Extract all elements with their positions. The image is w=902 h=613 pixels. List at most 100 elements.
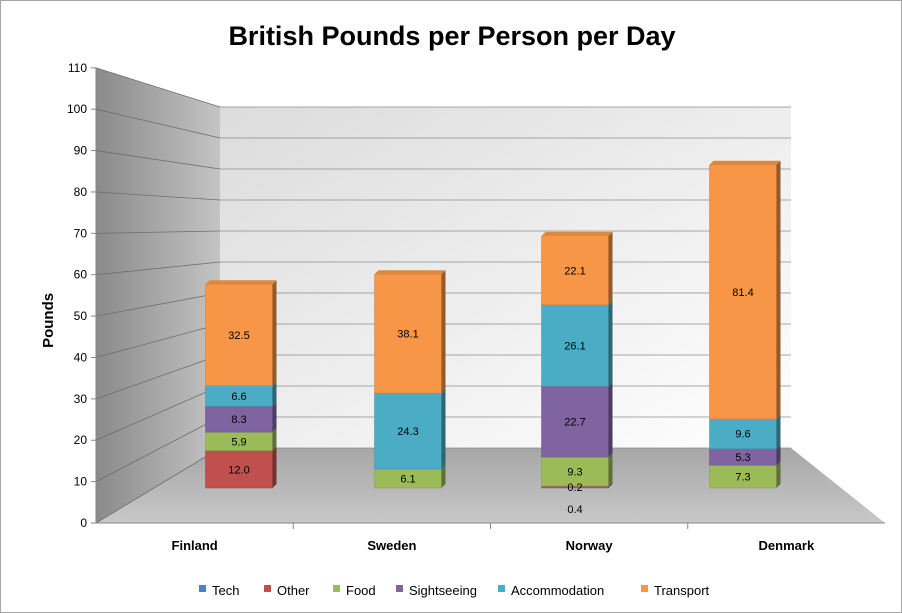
bar-side-transport xyxy=(776,160,781,419)
data-label: 6.6 xyxy=(231,391,246,403)
bar-side-sightseeing xyxy=(776,444,781,466)
y-tick-label: 40 xyxy=(74,350,88,364)
bar-side-sightseeing xyxy=(608,382,613,458)
bar-top xyxy=(374,270,446,275)
y-tick-label: 0 xyxy=(80,516,87,530)
chart-title: British Pounds per Person per Day xyxy=(228,21,676,51)
data-label: 0.4 xyxy=(567,504,582,516)
bar-segment-other xyxy=(205,450,273,489)
legend-swatch xyxy=(498,585,505,592)
data-label: 26.1 xyxy=(564,341,585,353)
bar-segment-transport xyxy=(205,284,273,386)
bar-side-transport xyxy=(608,231,613,305)
gridline xyxy=(95,416,221,482)
data-label: 5.9 xyxy=(231,436,246,448)
data-label: 9.3 xyxy=(567,467,582,479)
category-label: Finland xyxy=(172,538,218,553)
legend-label: Food xyxy=(346,583,376,598)
bar-side-transport xyxy=(272,280,277,386)
bar-side-food xyxy=(608,453,613,487)
bar-segment-transport xyxy=(541,235,609,306)
data-label: 24.3 xyxy=(397,426,418,438)
data-label: 0.2 xyxy=(567,482,582,494)
bar-top xyxy=(541,231,613,236)
legend-label: Sightseeing xyxy=(409,583,477,598)
gridline xyxy=(95,292,221,317)
category-label: Sweden xyxy=(367,538,416,553)
bar-side-other xyxy=(272,446,277,488)
data-label: 8.3 xyxy=(231,414,246,426)
y-tick-label: 100 xyxy=(67,102,87,116)
bar-segment-sightseeing xyxy=(541,386,609,458)
legend-swatch xyxy=(333,585,340,592)
gridline xyxy=(95,191,221,201)
data-label: 5.3 xyxy=(735,452,750,464)
legend-item-other: Other xyxy=(264,583,310,598)
y-axis-label: Pounds xyxy=(40,293,57,348)
data-label: 22.7 xyxy=(564,417,585,429)
y-tick-label: 80 xyxy=(74,185,88,199)
legend-label: Tech xyxy=(212,583,239,598)
bar-side-accommodation xyxy=(608,300,613,387)
y-tick-label: 10 xyxy=(74,475,88,489)
y-tick-label: 30 xyxy=(74,392,88,406)
y-tick-label: 70 xyxy=(74,226,88,240)
bar-segment-transport xyxy=(709,164,777,419)
legend-label: Accommodation xyxy=(511,583,604,598)
bar-side-accommodation xyxy=(776,414,781,449)
bar-side-accommodation xyxy=(272,381,277,407)
gridline xyxy=(95,447,221,524)
gridline xyxy=(95,354,221,400)
gridline xyxy=(95,323,221,358)
bar-segment-accommodation xyxy=(709,418,777,449)
legend-label: Transport xyxy=(654,583,710,598)
data-label: 32.5 xyxy=(228,330,249,342)
bar-top xyxy=(709,160,781,165)
legend-swatch xyxy=(264,585,271,592)
gridline xyxy=(95,108,221,139)
data-label: 12.0 xyxy=(228,464,249,476)
data-label: 6.1 xyxy=(400,473,415,485)
legend-swatch xyxy=(641,585,648,592)
gridline xyxy=(95,385,221,441)
y-tick-label: 20 xyxy=(74,433,88,447)
legend-label: Other xyxy=(277,583,310,598)
gridline xyxy=(95,150,221,170)
floor xyxy=(96,448,885,523)
bar-side-transport xyxy=(441,270,446,394)
category-label: Norway xyxy=(566,538,614,553)
y-tick-label: 110 xyxy=(68,61,87,75)
legend-item-sightseeing: Sightseeing xyxy=(396,583,477,598)
bar-segment-sightseeing xyxy=(205,406,273,433)
y-tick-label: 60 xyxy=(74,268,88,282)
legend-item-tech: Tech xyxy=(199,583,239,598)
data-label: 38.1 xyxy=(397,329,418,341)
bar-side-sightseeing xyxy=(272,402,277,433)
category-label: Denmark xyxy=(759,538,815,553)
gridline xyxy=(95,67,221,108)
side-wall xyxy=(96,67,220,523)
legend-swatch xyxy=(396,585,403,592)
gridline xyxy=(95,261,221,276)
data-label: 81.4 xyxy=(732,287,753,299)
data-label: 7.3 xyxy=(735,472,750,484)
bar-side-food xyxy=(776,461,781,488)
legend-item-transport: Transport xyxy=(641,583,710,598)
data-label: 22.1 xyxy=(564,265,585,277)
gridline xyxy=(95,230,221,234)
bar-side-tech xyxy=(608,482,613,488)
data-label: 9.6 xyxy=(735,429,750,441)
bar-side-food xyxy=(272,428,277,451)
bar-side-accommodation xyxy=(441,389,446,469)
y-tick-label: 50 xyxy=(74,309,88,323)
bar-top xyxy=(205,280,277,285)
legend-swatch xyxy=(199,585,206,592)
y-tick-label: 90 xyxy=(74,144,88,158)
back-wall xyxy=(220,107,791,448)
bar-side-other xyxy=(608,482,613,487)
bar-segment-accommodation xyxy=(541,304,609,387)
bar-side-food xyxy=(441,464,446,488)
legend-item-food: Food xyxy=(333,583,376,598)
